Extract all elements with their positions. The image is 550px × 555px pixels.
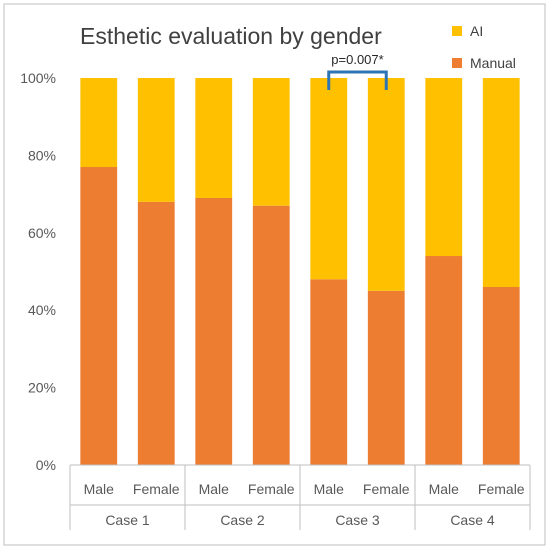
bar-segment-ai xyxy=(482,78,520,287)
bar-segment-ai xyxy=(80,78,118,168)
significance-bracket xyxy=(327,70,388,90)
x-group-label: Case 2 xyxy=(220,512,265,528)
y-tick-label: 40% xyxy=(28,302,56,318)
bar-segment-manual xyxy=(195,197,233,465)
x-category-label: Female xyxy=(133,481,180,497)
y-tick-label: 60% xyxy=(28,225,56,241)
x-category-label: Female xyxy=(478,481,525,497)
bar-segment-manual xyxy=(137,201,175,465)
bar-segment-ai xyxy=(425,78,463,257)
legend-swatch xyxy=(452,26,462,36)
bar-segment-manual xyxy=(482,286,520,465)
y-axis: 0% 20% 40% 60% 80% 100% xyxy=(20,70,56,473)
bar-segment-manual xyxy=(310,279,348,465)
chart-title: Esthetic evaluation by gender xyxy=(80,23,382,49)
legend-label: Manual xyxy=(470,55,516,71)
x-group-label: Case 1 xyxy=(105,512,150,528)
bar-segment-ai xyxy=(367,78,405,291)
legend: AI Manual xyxy=(452,23,516,71)
x-category-label: Female xyxy=(363,481,410,497)
bar-segment-manual xyxy=(252,205,290,465)
x-group-label: Case 4 xyxy=(450,512,495,528)
x-category-label: Male xyxy=(314,481,345,497)
y-tick-label: 100% xyxy=(20,70,56,86)
x-category-label: Male xyxy=(429,481,460,497)
bar-segment-manual xyxy=(425,256,463,465)
x-category-label: Female xyxy=(248,481,295,497)
x-category-label: Male xyxy=(199,481,230,497)
bar-segment-manual xyxy=(367,290,405,465)
bars xyxy=(80,78,520,465)
significance-annotation: p=0.007* xyxy=(327,52,388,90)
y-tick-label: 20% xyxy=(28,380,56,396)
bar-segment-ai xyxy=(195,78,233,198)
legend-label: AI xyxy=(470,23,483,39)
bar-segment-ai xyxy=(252,78,290,206)
y-tick-label: 80% xyxy=(28,147,56,163)
x-group-label: Case 3 xyxy=(335,512,380,528)
y-tick-label: 0% xyxy=(36,457,56,473)
x-category-label: Male xyxy=(84,481,115,497)
significance-label: p=0.007* xyxy=(331,52,383,67)
bar-segment-ai xyxy=(310,78,348,280)
legend-swatch xyxy=(452,58,462,68)
x-axis: Male Female Male Female Male Female Male Female… xyxy=(69,464,531,530)
bar-segment-manual xyxy=(80,167,118,465)
bar-segment-ai xyxy=(137,78,175,202)
